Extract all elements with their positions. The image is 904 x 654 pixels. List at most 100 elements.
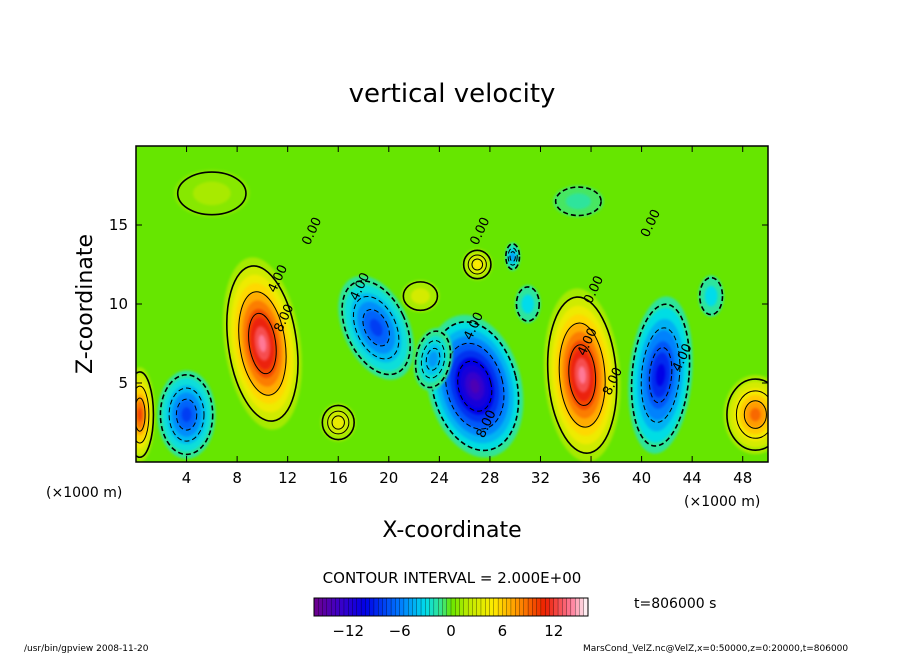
x-tick-label: 32 <box>531 469 550 487</box>
x-tick-label: 8 <box>232 469 242 487</box>
y-tick-label: 15 <box>109 216 128 234</box>
x-tick-label: 44 <box>683 469 702 487</box>
colorbar-tick-label: 0 <box>446 622 456 640</box>
contour-line <box>136 385 150 444</box>
colorbar-segment <box>489 597 495 617</box>
colorbar-segment <box>352 597 358 617</box>
velocity-ring <box>521 294 535 314</box>
colorbar-segment <box>553 597 559 617</box>
contour-line <box>136 397 146 432</box>
colorbar-segment <box>339 597 345 617</box>
contour-interval-text: CONTOUR INTERVAL = 2.000E+00 <box>323 569 582 587</box>
colorbar-segment <box>408 597 413 617</box>
colorbar-segment <box>579 597 585 617</box>
colorbar-segment <box>343 597 349 617</box>
contour-line <box>457 360 493 412</box>
velocity-ring <box>510 253 515 261</box>
footer-left: /usr/bin/gpview 2008-11-20 <box>24 644 149 654</box>
colorbar-segment <box>365 597 371 617</box>
colorbar-segment <box>378 597 383 617</box>
x-tick-label: 4 <box>182 469 192 487</box>
contour-line <box>726 378 768 451</box>
contour-line <box>558 322 606 428</box>
colorbar-segment <box>420 597 426 617</box>
contour-line <box>743 400 767 429</box>
contour-line <box>554 186 602 217</box>
contour-line <box>248 312 277 375</box>
contour-line <box>226 265 299 422</box>
colorbar-segment <box>549 597 555 617</box>
velocity-cell <box>698 275 724 317</box>
contour-line <box>420 340 446 379</box>
velocity-ring <box>137 407 142 422</box>
colorbar-segment <box>476 597 482 617</box>
colorbar-tick-label: −12 <box>332 622 364 640</box>
contour-line <box>175 398 198 431</box>
colorbar-tick-label: −6 <box>389 622 411 640</box>
colorbar-segment <box>450 597 456 617</box>
colorbar-tick-label: 12 <box>544 622 563 640</box>
colorbar-segment <box>557 597 563 617</box>
contour-line <box>321 404 355 441</box>
colorbar-segment <box>459 597 465 617</box>
velocity-ring <box>428 351 438 368</box>
colorbar-segment <box>485 597 490 617</box>
x-axis-label: X-coordinate <box>382 518 521 543</box>
velocity-cell <box>462 248 493 281</box>
x-tick-label: 28 <box>480 469 499 487</box>
y-tick-label: 10 <box>109 295 128 313</box>
velocity-cell <box>173 169 250 218</box>
colorbar-frame <box>313 597 589 617</box>
colorbar-segment <box>523 597 529 617</box>
colorbar-segment <box>527 597 533 617</box>
colorbar-segment <box>326 597 332 617</box>
colorbar-segment <box>412 597 418 617</box>
velocity-ring <box>750 408 761 422</box>
velocity-cell <box>505 242 521 271</box>
velocity-cell <box>222 257 302 430</box>
velocity-ring <box>181 407 192 422</box>
velocity-cell <box>136 367 155 462</box>
contour-line <box>509 251 516 263</box>
x-tick-label: 40 <box>632 469 651 487</box>
x-tick-label: 36 <box>581 469 600 487</box>
contour-line <box>238 291 287 396</box>
contour-line <box>698 276 724 316</box>
colorbar-segment <box>433 597 439 617</box>
contour-line <box>505 243 521 271</box>
colorbar-segment <box>322 597 328 617</box>
contour-line <box>471 258 484 271</box>
colorbar-segment <box>369 597 375 617</box>
colorbar-segment <box>313 597 319 617</box>
colorbar-segment <box>438 597 443 617</box>
contour-line <box>467 254 487 275</box>
velocity-ring <box>192 181 231 206</box>
contour-line <box>735 390 768 439</box>
colorbar-segment <box>566 597 572 617</box>
colorbar-segment <box>510 597 516 617</box>
y-axis-label: Z-coordinate <box>73 234 98 374</box>
x-tick-label: 48 <box>733 469 752 487</box>
velocity-cell <box>413 328 453 391</box>
x-tick-label: 24 <box>430 469 449 487</box>
colorbar-segment <box>532 597 538 617</box>
contour-line <box>507 247 518 266</box>
colorbar-segment <box>506 597 512 617</box>
y-tick-label: 5 <box>118 374 128 392</box>
colorbar-segment <box>335 597 341 617</box>
contour-line <box>568 344 597 406</box>
velocity-cell <box>515 285 541 323</box>
contour-line <box>176 171 247 216</box>
velocity-ring <box>473 260 482 269</box>
velocity-ring <box>565 193 592 210</box>
contour-line <box>425 347 441 371</box>
colorbar-segment <box>467 597 473 617</box>
velocity-cell <box>543 288 621 462</box>
colorbar-segment <box>390 597 396 617</box>
colorbar-segment <box>403 597 409 617</box>
colorbar-segment <box>429 597 435 617</box>
colorbar-segment <box>562 597 568 617</box>
colorbar-tick-label: 6 <box>498 622 508 640</box>
chart-title: vertical velocity <box>349 79 556 109</box>
contour-line <box>515 286 541 322</box>
